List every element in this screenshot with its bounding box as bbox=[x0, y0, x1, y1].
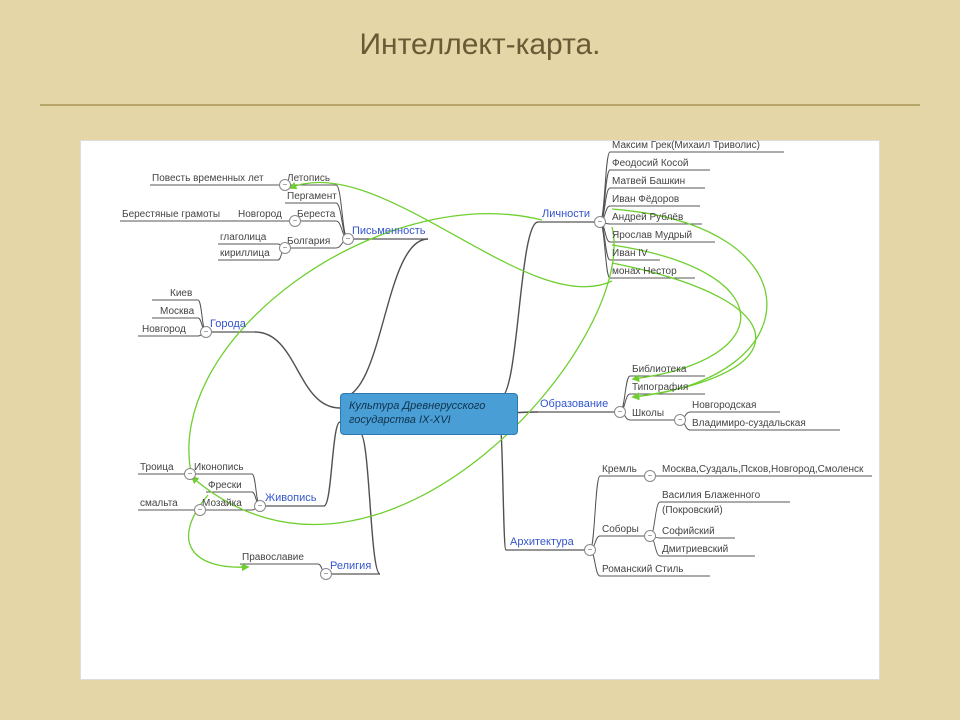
toggle-icon[interactable]: − bbox=[194, 504, 206, 516]
toggle-icon[interactable]: − bbox=[584, 544, 596, 556]
toggle-icon[interactable]: − bbox=[320, 568, 332, 580]
toggle-icon[interactable]: − bbox=[594, 216, 606, 228]
toggle-icon[interactable]: − bbox=[279, 179, 291, 191]
toggle-icon[interactable]: − bbox=[644, 530, 656, 542]
toggle-icon[interactable]: − bbox=[644, 470, 656, 482]
toggle-icon[interactable]: − bbox=[254, 500, 266, 512]
toggle-icon[interactable]: − bbox=[614, 406, 626, 418]
toggle-icon[interactable]: − bbox=[674, 414, 686, 426]
toggle-icon[interactable]: − bbox=[200, 326, 212, 338]
toggle-icon[interactable]: − bbox=[184, 468, 196, 480]
toggle-icon[interactable]: − bbox=[342, 233, 354, 245]
slide: Интеллект-карта. Письменность−Летопись−П… bbox=[0, 0, 960, 720]
central-node: Культура Древнерусского государства IX-X… bbox=[340, 393, 518, 435]
page-title: Интеллект-карта. bbox=[0, 28, 960, 62]
divider bbox=[40, 104, 920, 106]
toggle-icon[interactable]: − bbox=[289, 215, 301, 227]
mindmap-canvas: Письменность−Летопись−Повесть временных … bbox=[80, 140, 880, 680]
toggle-icon[interactable]: − bbox=[279, 242, 291, 254]
